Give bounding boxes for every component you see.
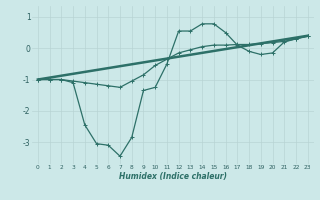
X-axis label: Humidex (Indice chaleur): Humidex (Indice chaleur) [119,172,227,181]
